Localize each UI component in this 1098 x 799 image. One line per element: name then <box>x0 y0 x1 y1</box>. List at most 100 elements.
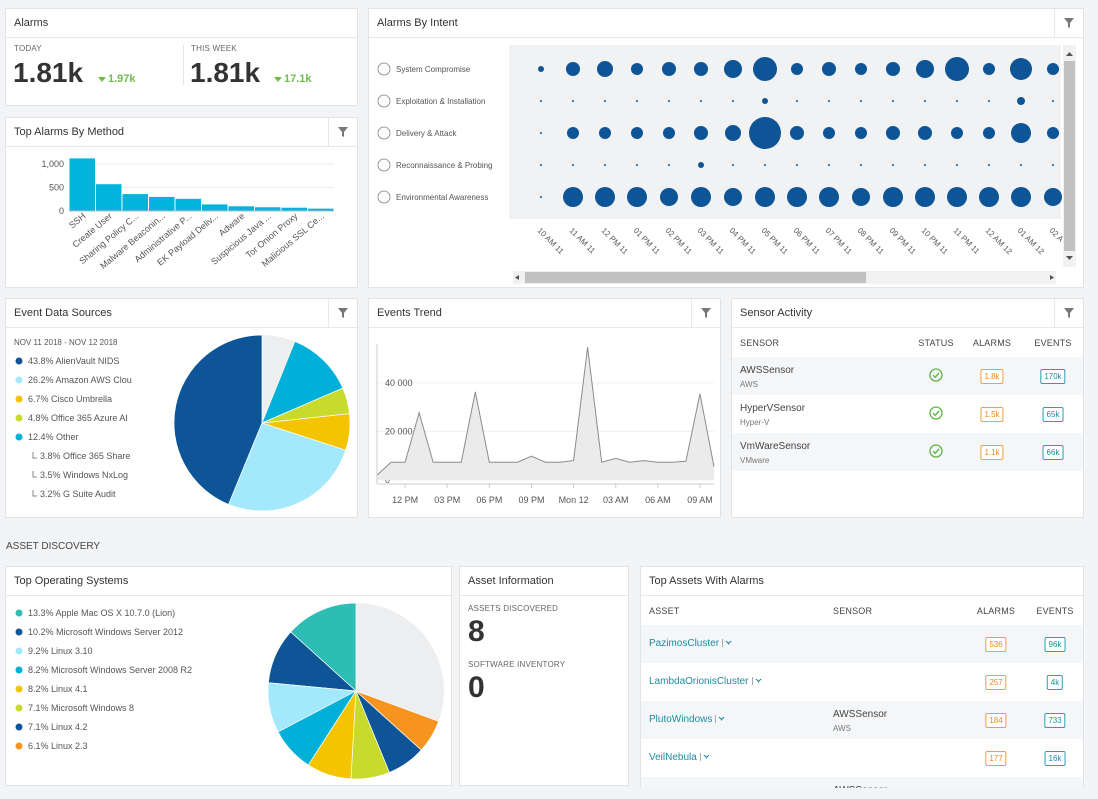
intent-icon <box>377 62 391 76</box>
info-label: ASSETS DISCOVERED <box>468 604 559 613</box>
filter-button[interactable] <box>1054 299 1083 327</box>
alarms-badge: 177 <box>985 751 1007 766</box>
legend-label: 12.4% Other <box>28 432 79 442</box>
bubble <box>828 100 830 102</box>
x-tick-label: Mon 12 <box>559 495 589 505</box>
x-tick-label: 09 AM <box>687 495 713 505</box>
legend-swatch <box>15 376 23 384</box>
x-tick-label: 05 PM 11 <box>760 226 791 257</box>
alarms-badge: 257 <box>985 675 1007 690</box>
bubble <box>796 164 798 166</box>
legend-swatch <box>15 704 23 712</box>
bubble <box>698 162 704 168</box>
sensor-panel: Sensor Activity SENSOR STATUS ALARMS EVENTS… <box>731 298 1084 518</box>
alarms-panel: Alarms TODAY 1.81k 1.97k THIS WEEK 1.81k… <box>5 8 358 106</box>
bubble <box>694 126 708 140</box>
panel-title: Top Operating Systems <box>6 567 451 596</box>
bubble <box>567 127 579 139</box>
filter-button[interactable] <box>328 299 357 327</box>
events-badge: 4k <box>1046 675 1064 690</box>
bubble <box>892 100 894 102</box>
bubble <box>627 187 647 207</box>
intent-icon <box>377 94 391 108</box>
bubble <box>538 66 544 72</box>
legend-sub-label: 3.8% Office 365 Share <box>40 451 130 461</box>
filter-button[interactable] <box>1054 9 1083 37</box>
x-tick-label: 01 AM 12 <box>1016 226 1047 257</box>
pie-slice <box>228 422 347 512</box>
bubble <box>951 127 963 139</box>
panel-title: Asset Information <box>460 567 628 596</box>
bubble <box>540 132 542 134</box>
table-row: LambdaOrionisCluster 257 4k <box>641 663 1083 701</box>
bubble <box>918 126 932 140</box>
table-row: VmWareSensor VMware 1.1k 66k <box>732 433 1083 471</box>
filter-button[interactable] <box>691 299 720 327</box>
x-tick-label: 10 PM 11 <box>920 226 951 257</box>
asset-link[interactable]: VeilNebula <box>649 752 710 763</box>
bubble <box>725 125 741 141</box>
bubble <box>694 62 708 76</box>
legend-swatch <box>15 685 23 693</box>
legend-swatch <box>15 647 23 655</box>
asset-link[interactable]: PazimosCluster <box>649 638 733 649</box>
bubble <box>822 62 836 76</box>
bubble <box>983 127 995 139</box>
events-badge: 65k <box>1042 407 1064 422</box>
info-value: 0 <box>468 671 485 704</box>
status-icon <box>929 368 943 384</box>
kpi-change: 1.97k <box>98 73 136 85</box>
legend-swatch <box>15 666 23 674</box>
legend-label: 8.2% Microsoft Windows Server 2008 R2 <box>28 665 192 675</box>
column-header: STATUS <box>918 338 954 348</box>
bubble <box>1011 187 1031 207</box>
bar <box>202 204 228 211</box>
pie-chart: NOV 11 2018 - NOV 12 2018 43.8% AlienVaul… <box>14 334 351 512</box>
row-label: Reconnaissance & Probing <box>396 161 493 170</box>
legend-label: 7.1% Microsoft Windows 8 <box>28 703 134 713</box>
kpi-value: 1.81k <box>13 57 84 88</box>
bubble <box>762 98 768 104</box>
sensor-type: AWS <box>833 724 851 733</box>
legend-label: 43.8% AlienVault NIDS <box>28 356 119 366</box>
bubble <box>796 100 798 102</box>
bubble <box>724 188 742 206</box>
bubble <box>883 187 903 207</box>
bubble <box>604 100 606 102</box>
bubble <box>979 187 999 207</box>
legend-label: 26.2% Amazon AWS Clou <box>28 375 132 385</box>
x-tick-label: 09 PM 11 <box>888 226 919 257</box>
legend-swatch <box>15 609 23 617</box>
bubble <box>945 57 969 81</box>
asset-link[interactable]: PlutoWindows <box>649 714 726 725</box>
bubble <box>1047 127 1059 139</box>
x-tick-label: 06 PM 11 <box>792 226 823 257</box>
pie-slice <box>355 690 440 751</box>
bubble <box>764 164 766 166</box>
assets-panel: Top Assets With Alarms ASSET SENSOR ALARMS… <box>640 566 1084 788</box>
column-header: EVENTS <box>1036 606 1074 616</box>
x-tick-label: 12 PM 11 <box>600 226 631 257</box>
x-tick-label: 01 PM 11 <box>632 226 663 257</box>
bubble <box>755 187 775 207</box>
row-label: Exploitation & Installation <box>396 97 485 106</box>
legend-swatch <box>15 414 23 422</box>
legend-sub-label: 3.5% Windows NxLog <box>40 470 128 480</box>
bubble <box>604 164 606 166</box>
row-label: System Compromise <box>396 65 471 74</box>
asset-link[interactable]: LambdaOrionisCluster <box>649 676 762 687</box>
bubble <box>1017 97 1025 105</box>
x-tick-label: 07 PM 11 <box>824 226 855 257</box>
bubble <box>983 63 995 75</box>
filter-button[interactable] <box>328 118 357 146</box>
intent-icon <box>377 126 391 140</box>
bubble <box>572 100 574 102</box>
bubble <box>828 164 830 166</box>
x-tick-label: 06 AM <box>645 495 671 505</box>
x-tick-label: 03 AM <box>603 495 629 505</box>
x-tick-label: SSH <box>67 211 88 231</box>
x-tick-label: 06 PM <box>476 495 502 505</box>
bubble <box>599 127 611 139</box>
bar <box>228 206 254 211</box>
